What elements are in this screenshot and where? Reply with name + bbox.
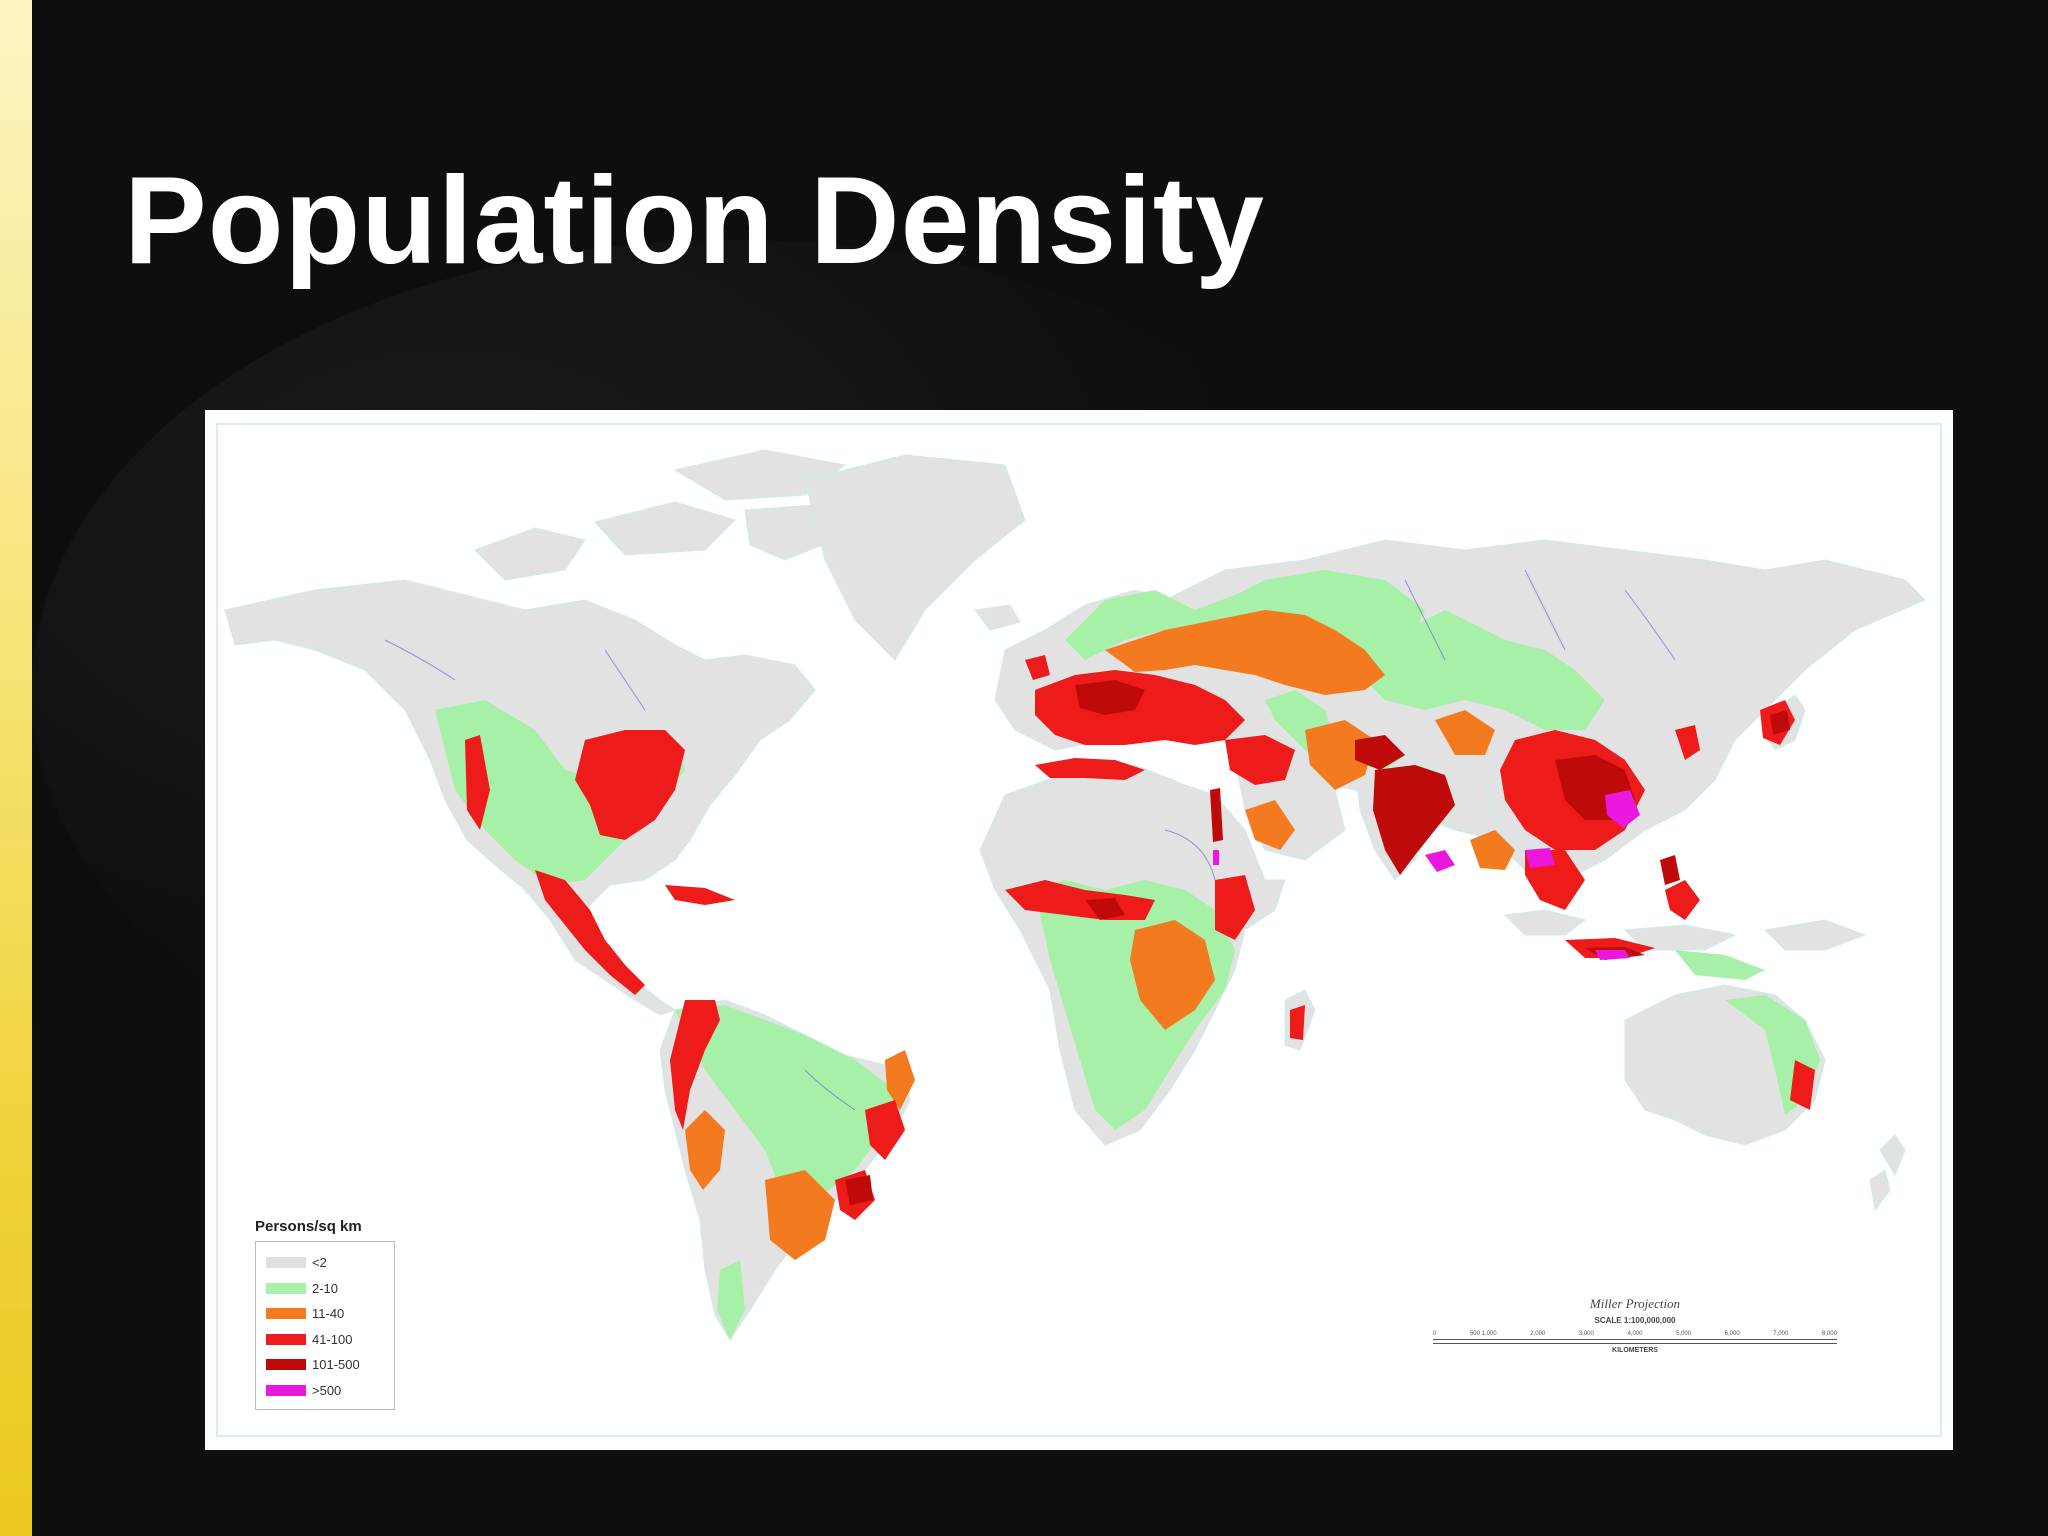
graticule-border xyxy=(216,423,1942,1437)
rivers xyxy=(384,569,1676,1111)
legend-item: >500 xyxy=(266,1378,386,1404)
scale-tick: 500 1,000 xyxy=(1469,1331,1497,1337)
legend-item: 11-40 xyxy=(266,1301,386,1327)
scale-text: SCALE 1:100,000,000 xyxy=(1594,1316,1676,1325)
scale-unit: KILOMETERS xyxy=(1612,1347,1658,1354)
projection-info: Miller Projection SCALE 1:100,000,000 0 … xyxy=(1425,1296,1845,1354)
scale-tick: 2,000 xyxy=(1530,1331,1546,1337)
legend-box: <2 2-10 11-40 41-100 101-500 >500 xyxy=(255,1241,395,1410)
legend-swatch xyxy=(266,1282,306,1294)
slide-title: Population Density xyxy=(124,152,1265,290)
scale-tick: 7,000 xyxy=(1773,1331,1789,1337)
scale-tick: 4,000 xyxy=(1627,1331,1643,1337)
scale-tick: 5,000 xyxy=(1676,1331,1692,1337)
density-11-40 xyxy=(685,610,1515,1260)
legend-label: <2 xyxy=(312,1255,327,1271)
legend-swatch xyxy=(266,1308,306,1320)
legend-item: 2-10 xyxy=(266,1276,386,1302)
legend-item: 101-500 xyxy=(266,1352,386,1378)
legend-item: 41-100 xyxy=(266,1327,386,1353)
map-legend: Persons/sq km <2 2-10 11-40 41-100 101-5… xyxy=(255,1218,395,1410)
accent-side-bar xyxy=(0,0,32,1536)
legend-label: >500 xyxy=(312,1382,342,1398)
projection-name: Miller Projection xyxy=(1589,1296,1681,1311)
map-canvas xyxy=(216,423,1942,1437)
scale-tick: 8,000 xyxy=(1821,1331,1837,1337)
legend-item: <2 xyxy=(266,1250,386,1276)
legend-label: 41-100 xyxy=(312,1331,353,1347)
world-map: Persons/sq km <2 2-10 11-40 41-100 101-5… xyxy=(205,410,1953,1450)
legend-label: 101-500 xyxy=(312,1357,360,1373)
scale-tick: 3,000 xyxy=(1578,1331,1594,1337)
scale-bar xyxy=(1433,1339,1837,1344)
scale-tick: 6,000 xyxy=(1724,1331,1740,1337)
legend-swatch xyxy=(266,1333,306,1345)
legend-label: 11-40 xyxy=(312,1306,345,1322)
legend-label: 2-10 xyxy=(312,1280,339,1296)
scale-ticks: 0 500 1,000 2,000 3,000 4,000 5,000 6,00… xyxy=(1433,1331,1837,1337)
legend-swatch xyxy=(266,1384,306,1396)
legend-title: Persons/sq km xyxy=(255,1218,362,1235)
legend-swatch xyxy=(266,1359,306,1371)
density-over-500 xyxy=(1213,790,1640,960)
scale-tick: 0 xyxy=(1433,1331,1437,1337)
legend-swatch xyxy=(266,1257,306,1269)
density-41-100 xyxy=(465,655,1815,1220)
